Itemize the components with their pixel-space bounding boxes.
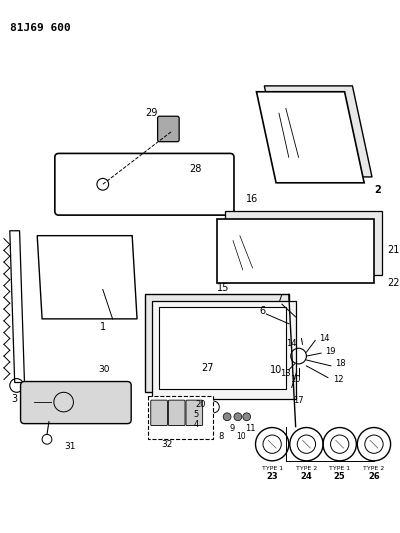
- Text: 21: 21: [388, 245, 400, 255]
- Text: 3: 3: [12, 394, 18, 404]
- Text: 20: 20: [195, 400, 206, 408]
- Text: 23: 23: [266, 472, 278, 481]
- Text: 10: 10: [270, 365, 282, 375]
- Text: 8: 8: [218, 432, 224, 441]
- Text: 28: 28: [190, 164, 202, 174]
- Text: 25: 25: [334, 472, 346, 481]
- Text: 27: 27: [201, 363, 214, 373]
- Text: 13: 13: [280, 369, 291, 378]
- Text: 2: 2: [374, 184, 381, 195]
- Text: 14: 14: [286, 339, 297, 348]
- Text: 15: 15: [217, 282, 229, 293]
- FancyBboxPatch shape: [158, 116, 179, 142]
- Text: 19: 19: [325, 346, 336, 356]
- Text: 4: 4: [193, 420, 198, 429]
- Text: 12: 12: [333, 375, 343, 384]
- Text: 6: 6: [259, 306, 266, 316]
- Polygon shape: [225, 211, 382, 275]
- FancyBboxPatch shape: [186, 400, 203, 425]
- Text: 24: 24: [300, 472, 312, 481]
- Text: TYPE 1: TYPE 1: [329, 466, 350, 471]
- Text: 81J69 600: 81J69 600: [10, 23, 70, 33]
- Text: 22: 22: [388, 278, 400, 288]
- Text: TYPE 1: TYPE 1: [262, 466, 283, 471]
- Text: 11: 11: [245, 424, 256, 433]
- Polygon shape: [264, 86, 372, 177]
- Text: 18: 18: [335, 359, 346, 368]
- Text: 1: 1: [100, 322, 106, 332]
- Circle shape: [234, 413, 242, 421]
- FancyBboxPatch shape: [55, 154, 234, 215]
- Text: 17: 17: [293, 395, 304, 405]
- FancyBboxPatch shape: [148, 396, 214, 439]
- Polygon shape: [37, 236, 137, 319]
- Text: 26: 26: [368, 472, 380, 481]
- Text: 14: 14: [319, 334, 330, 343]
- Text: 10: 10: [236, 432, 246, 441]
- Text: 5: 5: [193, 410, 198, 419]
- Text: 10: 10: [290, 375, 301, 384]
- FancyBboxPatch shape: [151, 400, 168, 425]
- Text: 31: 31: [65, 442, 76, 450]
- Circle shape: [243, 413, 251, 421]
- Text: 30: 30: [98, 365, 110, 374]
- Text: TYPE 2: TYPE 2: [296, 466, 317, 471]
- FancyBboxPatch shape: [168, 400, 185, 425]
- Text: 9: 9: [229, 424, 235, 433]
- Polygon shape: [158, 307, 286, 390]
- Text: 29: 29: [146, 108, 158, 118]
- Circle shape: [223, 413, 231, 421]
- Text: TYPE 2: TYPE 2: [363, 466, 384, 471]
- Text: 7: 7: [276, 294, 282, 304]
- FancyBboxPatch shape: [20, 382, 131, 424]
- Polygon shape: [145, 294, 289, 392]
- Polygon shape: [217, 219, 374, 282]
- Polygon shape: [256, 92, 364, 183]
- Text: 16: 16: [246, 195, 259, 205]
- Text: 32: 32: [162, 440, 173, 449]
- Polygon shape: [152, 301, 296, 399]
